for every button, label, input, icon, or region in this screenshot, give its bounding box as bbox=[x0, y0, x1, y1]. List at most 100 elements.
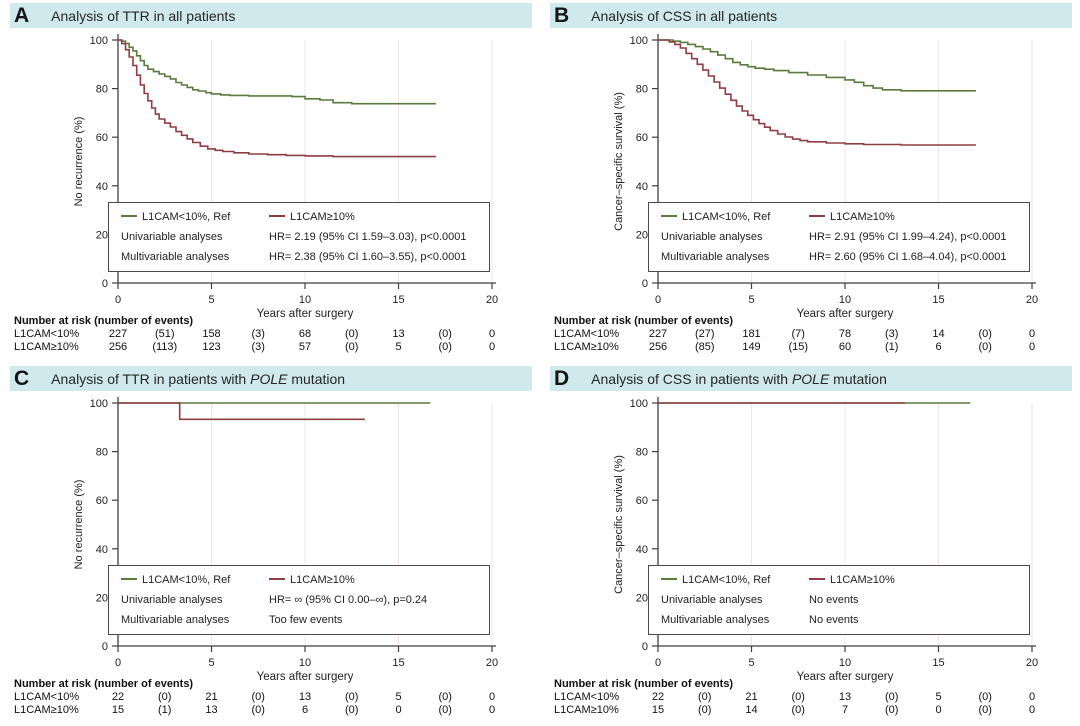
y-tick-label: 20 bbox=[636, 229, 648, 241]
panel-b-title: Analysis of CSS in all patients bbox=[591, 8, 777, 24]
risk-row: L1CAM<10% 22 (0) 21 (0) 13 (0) 5 (0) 0 bbox=[540, 691, 1080, 704]
risk-cell: (0) bbox=[978, 341, 992, 353]
y-tick-label: 60 bbox=[96, 495, 108, 507]
panel-c-risk-table: Number at risk (number of events) L1CAM<… bbox=[0, 678, 540, 717]
red-line-swatch-icon bbox=[809, 215, 825, 217]
risk-cell: (0) bbox=[438, 328, 452, 340]
risk-cell: 0 bbox=[488, 328, 496, 340]
legend-label: L1CAM<10%, Ref bbox=[142, 211, 231, 223]
risk-row: L1CAM≥10% 256 (113) 123 (3) 57 (0) 5 (0) 0 bbox=[0, 341, 540, 354]
y-tick-label: 100 bbox=[630, 398, 648, 410]
panel-d-title-text: Analysis of CSS in patients with bbox=[591, 370, 792, 387]
x-axis-label: Years after surgery bbox=[257, 671, 354, 683]
panel-a-header: A Analysis of TTR in all patients bbox=[10, 3, 532, 28]
risk-row-label: L1CAM<10% bbox=[14, 691, 80, 703]
x-tick-label: 10 bbox=[839, 657, 851, 669]
y-axis-label: No recurrence (%) bbox=[73, 480, 85, 570]
risk-cell: 0 bbox=[1028, 328, 1036, 340]
panel-d-title-italic: POLE bbox=[791, 370, 830, 387]
risk-cell: (0) bbox=[438, 341, 452, 353]
risk-cell: 0 bbox=[1028, 341, 1036, 353]
risk-cell: (1) bbox=[158, 704, 172, 716]
risk-cell: (27) bbox=[694, 328, 715, 340]
risk-cell: 227 bbox=[648, 328, 668, 340]
x-tick-label: 5 bbox=[208, 657, 214, 669]
km-curve-l1cam-low bbox=[658, 39, 976, 92]
legend-entry-red: L1CAM≥10% bbox=[269, 211, 483, 223]
green-line-swatch-icon bbox=[661, 578, 677, 580]
panel-a: A Analysis of TTR in all patients 0 20 40 6… bbox=[0, 0, 540, 363]
y-tick-label: 60 bbox=[636, 132, 648, 144]
y-tick-label: 40 bbox=[636, 544, 648, 556]
risk-cell: 68 bbox=[298, 328, 312, 340]
panel-d-letter: D bbox=[554, 367, 570, 390]
y-axis-label: Cancer–specific survival (%) bbox=[613, 455, 625, 594]
x-tick-label: 20 bbox=[486, 657, 498, 669]
risk-cell: (15) bbox=[788, 341, 809, 353]
y-tick-label: 60 bbox=[636, 495, 648, 507]
risk-cell: 13 bbox=[298, 691, 312, 703]
risk-cell: 6 bbox=[301, 704, 309, 716]
y-tick-label: 40 bbox=[96, 181, 108, 193]
legend-entry-red: L1CAM≥10% bbox=[809, 211, 1023, 223]
x-tick-label: 0 bbox=[115, 294, 121, 306]
legend-entry-green: L1CAM<10%, Ref bbox=[661, 211, 809, 223]
green-line-swatch-icon bbox=[121, 578, 137, 580]
km-curve-l1cam-low bbox=[118, 39, 436, 105]
y-tick-label: 80 bbox=[636, 447, 648, 459]
risk-row: L1CAM≥10% 256 (85) 149 (15) 60 (1) 6 (0) 0 bbox=[540, 341, 1080, 354]
analysis-row-value: No events bbox=[809, 614, 859, 626]
panel-d-title: Analysis of CSS in patients with POLE mu… bbox=[591, 371, 887, 387]
analysis-row-value: HR= ∞ (95% CI 0.00–∞), p=0.24 bbox=[269, 594, 428, 606]
risk-cell: (0) bbox=[978, 328, 992, 340]
panel-a-title: Analysis of TTR in all patients bbox=[51, 8, 235, 24]
risk-row-label: L1CAM<10% bbox=[554, 691, 620, 703]
risk-cell: 21 bbox=[205, 691, 218, 703]
panel-b: B Analysis of CSS in all patients 0 20 40 6… bbox=[540, 0, 1080, 363]
risk-row-label: L1CAM≥10% bbox=[554, 704, 619, 716]
risk-cell: 7 bbox=[841, 704, 849, 716]
risk-cell: 0 bbox=[395, 704, 402, 716]
analysis-row-value: HR= 2.60 (95% CI 1.68–4.04), p<0.0001 bbox=[809, 251, 1007, 263]
risk-table-header: Number at risk (number of events) bbox=[14, 678, 194, 690]
risk-cell: (3) bbox=[251, 328, 265, 340]
legend-label: L1CAM<10%, Ref bbox=[682, 574, 771, 586]
risk-cell: (1) bbox=[885, 341, 899, 353]
y-axis-label: Cancer–specific survival (%) bbox=[613, 92, 625, 231]
risk-row: L1CAM<10% 227 (27) 181 (7) 78 (3) 14 (0) 0 bbox=[540, 328, 1080, 341]
panel-b-header: B Analysis of CSS in all patients bbox=[550, 3, 1072, 28]
risk-row-label: L1CAM<10% bbox=[554, 328, 620, 340]
green-line-swatch-icon bbox=[661, 215, 677, 217]
panel-d: D Analysis of CSS in patients with POLE … bbox=[540, 363, 1080, 726]
legend-label: L1CAM≥10% bbox=[830, 211, 895, 223]
panel-d-plot: 0 20 40 60 80 100 0 5 10 15 20 Years after surgery C… bbox=[540, 391, 1080, 683]
panel-c-header: C Analysis of TTR in patients with POLE … bbox=[10, 366, 532, 391]
y-tick-label: 20 bbox=[96, 592, 108, 604]
risk-cell: 15 bbox=[651, 704, 665, 716]
legend-label: L1CAM≥10% bbox=[830, 574, 895, 586]
analysis-row-value: HR= 2.38 (95% CI 1.60–3.55), p<0.0001 bbox=[269, 251, 467, 263]
risk-cell: 6 bbox=[935, 341, 942, 353]
y-tick-label: 0 bbox=[102, 278, 108, 290]
risk-cell: 13 bbox=[205, 704, 218, 716]
x-tick-label: 5 bbox=[748, 657, 754, 669]
panel-c-title: Analysis of TTR in patients with POLE mu… bbox=[51, 371, 345, 387]
x-tick-label: 10 bbox=[839, 294, 851, 306]
risk-cell: 5 bbox=[395, 691, 402, 703]
risk-cell: 60 bbox=[838, 341, 852, 353]
legend-label: L1CAM<10%, Ref bbox=[142, 574, 231, 586]
km-curve-l1cam-high bbox=[118, 39, 436, 158]
panel-c-title-text: Analysis of TTR in patients with bbox=[51, 370, 251, 387]
panel-c-plot: 0 20 40 60 80 100 0 5 10 15 20 Years after surgery N… bbox=[0, 391, 540, 683]
panel-a-risk-table: Number at risk (number of events) L1CAM<… bbox=[0, 315, 540, 354]
risk-cell: (85) bbox=[694, 341, 715, 353]
km-plot-svg: 0 20 40 60 80 100 0 5 10 15 20 Years after surgery C… bbox=[613, 397, 1038, 683]
risk-table-header: Number at risk (number of events) bbox=[554, 678, 734, 690]
panel-b-plot: 0 20 40 60 80 100 0 5 10 15 20 Years after surgery C… bbox=[540, 28, 1080, 320]
risk-cell: 123 bbox=[202, 341, 221, 353]
risk-cell: 14 bbox=[932, 328, 945, 340]
risk-cell: 5 bbox=[935, 691, 942, 703]
panel-b-risk-table: Number at risk (number of events) L1CAM<… bbox=[540, 315, 1080, 354]
risk-cell: (0) bbox=[438, 704, 452, 716]
risk-cell: 14 bbox=[745, 704, 758, 716]
